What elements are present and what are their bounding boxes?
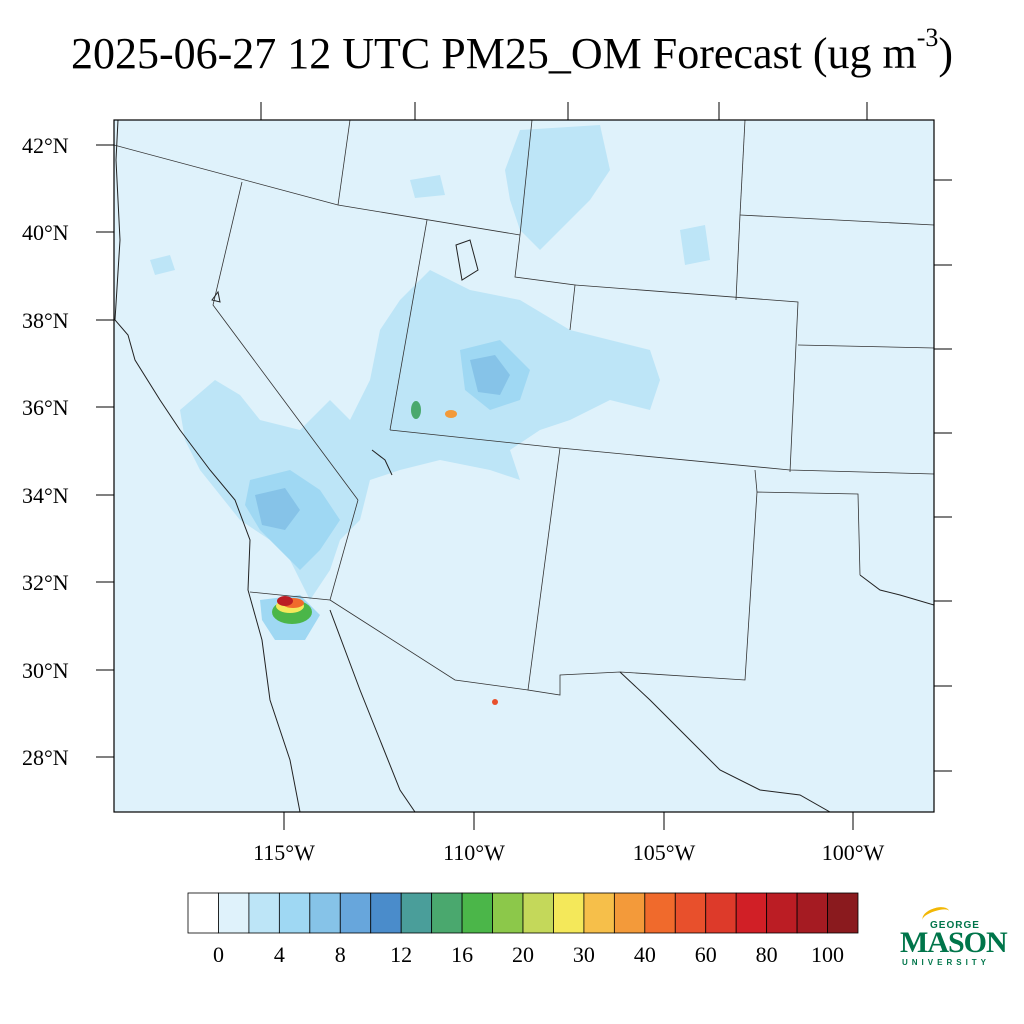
longitude-labels: 115°W 110°W 105°W 100°W bbox=[253, 840, 884, 865]
colorbar-swatch bbox=[613, 892, 646, 934]
colorbar-label: 30 bbox=[573, 942, 595, 967]
latitude-labels: 42°N 40°N 38°N 36°N 34°N 32°N 30°N 28°N bbox=[22, 133, 69, 770]
colorbar-swatch bbox=[309, 892, 341, 934]
lon-label: 105°W bbox=[633, 840, 696, 865]
colorbar-swatch bbox=[735, 892, 768, 934]
colorbar-swatch bbox=[766, 892, 798, 934]
logo-sub-text: UNIVERSITY bbox=[902, 958, 991, 967]
concentration-field bbox=[114, 120, 934, 812]
tick-marks bbox=[96, 102, 952, 830]
colorbar-swatch bbox=[553, 892, 585, 934]
lon-label: 100°W bbox=[822, 840, 885, 865]
state-boundaries bbox=[114, 120, 934, 696]
map-title: 2025-06-27 12 UTC PM25_OM Forecast (ug m… bbox=[0, 23, 1024, 79]
logo-top-text: GEORGE bbox=[930, 920, 980, 931]
plume-dark-socal bbox=[255, 488, 300, 530]
title-text: 2025-06-27 12 UTC PM25_OM Forecast (ug m bbox=[70, 29, 917, 78]
colorbar-swatch bbox=[370, 892, 402, 934]
hotspot-utah-green bbox=[411, 401, 421, 419]
hotspot-mexico bbox=[492, 699, 498, 705]
colorbar-swatch bbox=[461, 892, 493, 934]
lat-label: 32°N bbox=[22, 570, 69, 595]
colorbar-label: 40 bbox=[634, 942, 656, 967]
colorbar-label: 4 bbox=[274, 942, 285, 967]
colorbar-swatch bbox=[400, 892, 433, 934]
colorbar-label: 100 bbox=[811, 942, 844, 967]
colorbar-label: 80 bbox=[756, 942, 778, 967]
hotspot-baja-red bbox=[277, 596, 293, 606]
colorbar-label: 60 bbox=[695, 942, 717, 967]
lat-label: 42°N bbox=[22, 133, 69, 158]
lat-label: 36°N bbox=[22, 395, 69, 420]
colorbar-swatch bbox=[644, 892, 676, 934]
plume-wyoming bbox=[505, 125, 610, 250]
colorbar-label: 12 bbox=[390, 942, 412, 967]
lon-label: 110°W bbox=[443, 840, 505, 865]
colorbar-swatch bbox=[583, 892, 615, 934]
lat-label: 40°N bbox=[22, 220, 69, 245]
colorbar-label: 8 bbox=[335, 942, 346, 967]
title-close: ) bbox=[938, 29, 954, 78]
colorbar-swatch bbox=[218, 892, 250, 934]
colorbar-swatch bbox=[522, 892, 554, 934]
colorbar-swatch bbox=[492, 892, 524, 934]
coastlines bbox=[114, 120, 934, 812]
plume-dark-utah bbox=[470, 355, 510, 395]
colorbar-swatch bbox=[278, 892, 311, 934]
colorbar-swatch bbox=[187, 892, 219, 934]
colorbar-swatch bbox=[339, 892, 372, 934]
colorbar-swatch bbox=[705, 892, 737, 934]
plume-small-1 bbox=[150, 255, 175, 275]
title-superscript: -3 bbox=[916, 23, 939, 53]
lat-label: 28°N bbox=[22, 745, 69, 770]
colorbar-swatch bbox=[827, 892, 859, 934]
colorbar bbox=[187, 892, 859, 934]
logo-main-text: MASON bbox=[900, 926, 1008, 959]
hotspot-utah-small bbox=[445, 410, 457, 418]
colorbar-swatch bbox=[674, 892, 707, 934]
lat-label: 30°N bbox=[22, 658, 69, 683]
plume-small-3 bbox=[680, 225, 710, 265]
lat-label: 38°N bbox=[22, 308, 69, 333]
lon-label: 115°W bbox=[253, 840, 315, 865]
colorbar-label: 16 bbox=[451, 942, 473, 967]
colorbar-swatch bbox=[796, 892, 828, 934]
plume-small-2 bbox=[410, 175, 445, 198]
gmu-logo: GEORGE MASON UNIVERSITY bbox=[896, 900, 1008, 970]
colorbar-labels: 0 4 8 12 16 20 30 40 60 80 100 bbox=[213, 942, 844, 967]
colorbar-swatch bbox=[248, 892, 280, 934]
colorbar-label: 20 bbox=[512, 942, 534, 967]
map-frame bbox=[113, 119, 935, 813]
lat-label: 34°N bbox=[22, 483, 69, 508]
colorbar-swatch bbox=[431, 892, 463, 934]
colorbar-label: 0 bbox=[213, 942, 224, 967]
